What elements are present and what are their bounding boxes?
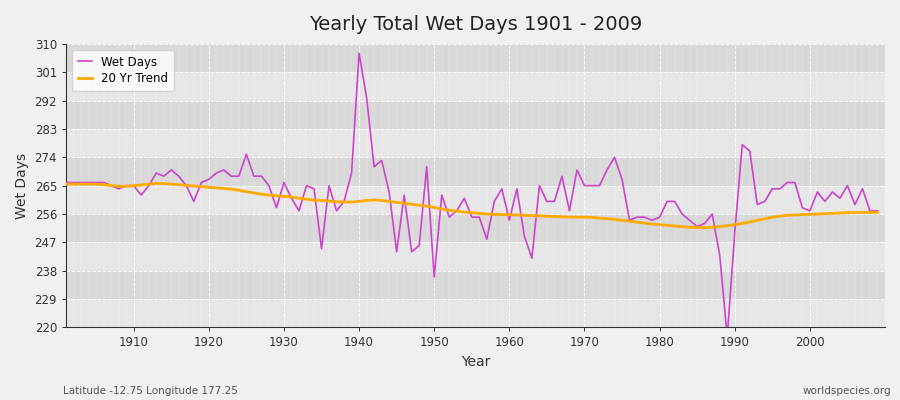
X-axis label: Year: Year (461, 355, 491, 369)
20 Yr Trend (121, 184, 131, 189)
Bar (66, 100, 885, 129)
Wet Days (354, 51, 364, 56)
Bar (66, 186, 885, 214)
20 Yr Trend (60, 182, 71, 186)
Bar (66, 271, 885, 299)
Bar (66, 157, 885, 186)
Line: 20 Yr Trend: 20 Yr Trend (66, 184, 878, 228)
Wet Days (601, 168, 612, 172)
Bar (66, 299, 885, 328)
Text: Latitude -12.75 Longitude 177.25: Latitude -12.75 Longitude 177.25 (63, 386, 238, 396)
Wet Days (121, 183, 131, 188)
Y-axis label: Wet Days: Wet Days (15, 152, 29, 219)
Line: Wet Days: Wet Days (66, 53, 878, 337)
Wet Days (722, 334, 733, 339)
Bar (66, 129, 885, 157)
Bar (66, 72, 885, 100)
20 Yr Trend (504, 212, 515, 217)
Legend: Wet Days, 20 Yr Trend: Wet Days, 20 Yr Trend (72, 50, 175, 91)
Text: worldspecies.org: worldspecies.org (803, 386, 891, 396)
Wet Days (872, 208, 883, 213)
Bar (66, 242, 885, 271)
Title: Yearly Total Wet Days 1901 - 2009: Yearly Total Wet Days 1901 - 2009 (309, 15, 643, 34)
Bar (66, 44, 885, 72)
Wet Days (286, 196, 297, 201)
Wet Days (511, 186, 522, 191)
20 Yr Trend (872, 210, 883, 215)
Wet Days (504, 218, 515, 223)
20 Yr Trend (692, 225, 703, 230)
20 Yr Trend (338, 200, 349, 204)
20 Yr Trend (601, 216, 612, 221)
Bar (66, 214, 885, 242)
20 Yr Trend (511, 212, 522, 217)
20 Yr Trend (151, 181, 162, 186)
Wet Days (60, 180, 71, 185)
20 Yr Trend (293, 196, 304, 201)
Wet Days (331, 208, 342, 213)
